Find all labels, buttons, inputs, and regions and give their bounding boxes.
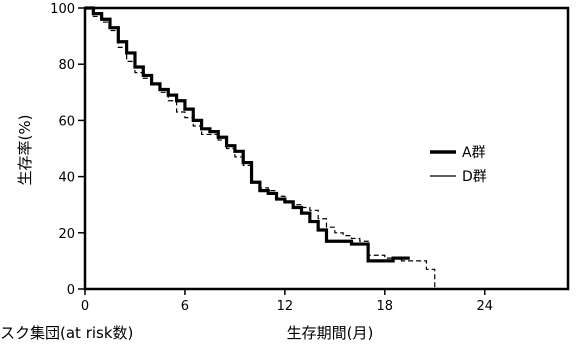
- x-tick-label: 18: [377, 299, 394, 314]
- x-tick-label: 0: [81, 299, 89, 314]
- y-tick-label: 60: [58, 114, 75, 129]
- y-tick-label: 40: [58, 171, 75, 186]
- at-risk-label: スク集団(at risk数): [0, 324, 133, 342]
- x-axis-ticks: 0 6 12 18 24: [81, 289, 493, 314]
- series-lines: [85, 6, 436, 289]
- x-axis-title: 生存期間(月): [287, 324, 374, 342]
- x-tick-label: 6: [181, 299, 189, 314]
- legend-label-d: D群: [462, 169, 487, 185]
- plot-frame: [83, 6, 570, 291]
- y-axis-ticks: 0 20 40 60 80 100: [50, 2, 85, 298]
- y-tick-label: 100: [50, 2, 75, 17]
- legend: A群 D群: [430, 145, 487, 185]
- y-tick-label: 20: [58, 227, 75, 242]
- y-axis-title: 生存率(%): [16, 115, 34, 186]
- series-line-d: [85, 7, 436, 289]
- x-tick-label: 24: [476, 299, 493, 314]
- legend-label-a: A群: [462, 145, 486, 161]
- y-tick-label: 0: [67, 283, 75, 298]
- series-line-a: [85, 6, 410, 263]
- y-tick-label: 80: [58, 58, 75, 73]
- x-tick-label: 12: [277, 299, 294, 314]
